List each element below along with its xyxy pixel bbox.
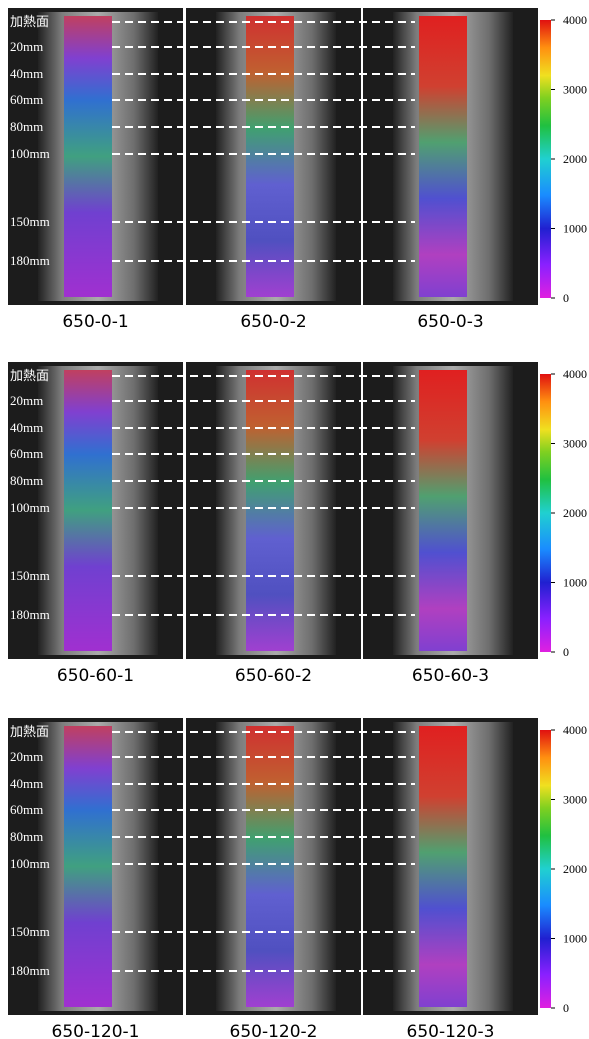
image-caption: 650-0-1	[62, 312, 128, 332]
image-caption: 650-0-3	[417, 312, 483, 332]
depth-label: 180mm	[10, 607, 50, 622]
depth-label: 20mm	[10, 39, 43, 54]
depth-label: 150mm	[10, 924, 50, 939]
colorbar-tick-label: 0	[563, 1001, 569, 1015]
image-caption: 650-60-2	[235, 666, 312, 686]
colorbar-tick-label: 3000	[563, 793, 587, 807]
colorbar-tick-label: 2000	[563, 862, 587, 876]
depth-label: 100mm	[10, 500, 50, 515]
depth-label: 60mm	[10, 446, 43, 461]
depth-label: 40mm	[10, 420, 43, 435]
strain-field	[64, 16, 112, 297]
depth-label: 60mm	[10, 92, 43, 107]
colorbar-tick-label: 4000	[563, 13, 587, 27]
colorbar-tick-label: 2000	[563, 506, 587, 520]
colorbar-tick-label: 0	[563, 645, 569, 659]
colorbar	[540, 374, 551, 652]
depth-label: 40mm	[10, 776, 43, 791]
image-caption: 650-120-1	[52, 1022, 140, 1039]
colorbar-tick-label: 3000	[563, 83, 587, 97]
depth-label: 100mm	[10, 856, 50, 871]
depth-label: 加熱面	[10, 368, 49, 383]
colorbar-tick-label: 4000	[563, 723, 587, 737]
depth-label: 80mm	[10, 473, 43, 488]
strain-field	[246, 370, 294, 651]
image-caption: 650-120-2	[230, 1022, 318, 1039]
image-caption: 650-0-2	[240, 312, 306, 332]
strain-field	[419, 370, 467, 651]
depth-label: 20mm	[10, 749, 43, 764]
colorbar-tick-label: 1000	[563, 576, 587, 590]
colorbar-tick-label: 0	[563, 291, 569, 305]
depth-label: 60mm	[10, 802, 43, 817]
colorbar	[540, 730, 551, 1008]
strain-field	[246, 726, 294, 1007]
image-caption: 650-60-3	[412, 666, 489, 686]
depth-label: 40mm	[10, 66, 43, 81]
strain-field	[64, 726, 112, 1007]
depth-label: 加熱面	[10, 724, 49, 739]
depth-label: 180mm	[10, 253, 50, 268]
depth-label: 150mm	[10, 214, 50, 229]
strain-field	[419, 16, 467, 297]
depth-label: 加熱面	[10, 14, 49, 29]
colorbar	[540, 20, 551, 298]
colorbar-tick-label: 3000	[563, 437, 587, 451]
colorbar-tick-label: 1000	[563, 932, 587, 946]
colorbar-tick-label: 2000	[563, 152, 587, 166]
strain-field	[246, 16, 294, 297]
image-caption: 650-120-3	[407, 1022, 495, 1039]
colorbar-tick-label: 4000	[563, 367, 587, 381]
strain-field	[419, 726, 467, 1007]
colorbar-tick-label: 1000	[563, 222, 587, 236]
depth-label: 80mm	[10, 119, 43, 134]
depth-label: 180mm	[10, 963, 50, 978]
strain-field	[64, 370, 112, 651]
depth-label: 100mm	[10, 146, 50, 161]
depth-label: 20mm	[10, 393, 43, 408]
depth-label: 80mm	[10, 829, 43, 844]
depth-label: 150mm	[10, 568, 50, 583]
image-caption: 650-60-1	[57, 666, 134, 686]
